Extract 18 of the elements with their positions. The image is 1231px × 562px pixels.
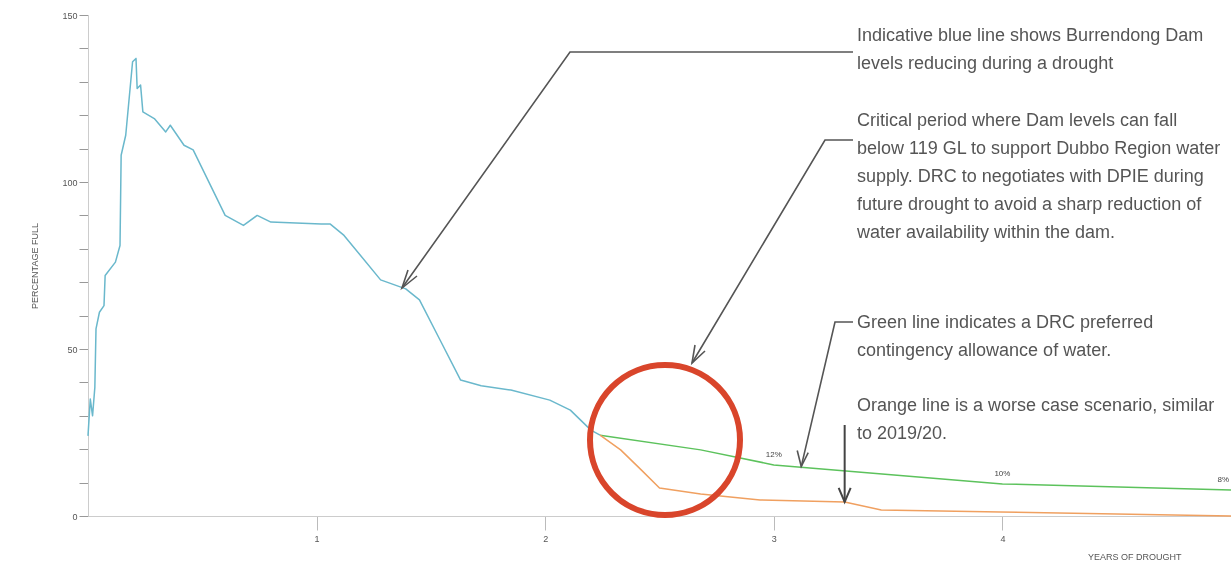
annotation: 12% [765, 449, 782, 459]
y-axis-title: PERCENTAGE FULL [30, 223, 41, 309]
line-series [87, 57, 601, 437]
y-tick-label: 0 [72, 511, 78, 522]
annotation: Orange line is a worse case scenario, similar to 2019/20. [857, 394, 1216, 445]
x-axis-title: YEARS OF DROUGHT [1087, 551, 1182, 562]
x-tick-label: 2 [543, 533, 549, 544]
x-tick-label: 3 [771, 533, 777, 544]
annotation: 10% [994, 468, 1011, 478]
x-tick-label: 4 [1000, 533, 1006, 544]
y-tick-label: 50 [67, 344, 78, 355]
annotation: Indicative blue line shows Burrendong Dam levels reducing during a drought [857, 24, 1205, 75]
y-tick-label: 150 [62, 10, 78, 21]
annotation: Critical period where Dam levels can fall below 119 GL to support Dubbo Region water supply. DRC to negotiates with DPIE during future drought to avoid a sharp reduction of water availability within the dam. [857, 109, 1222, 244]
annotation: 8% [1217, 474, 1229, 484]
y-tick-label: 100 [62, 177, 78, 188]
annotation: Green line indicates a DRC preferred contingency allowance of water. [857, 311, 1155, 362]
x-tick-label: 1 [314, 533, 320, 544]
